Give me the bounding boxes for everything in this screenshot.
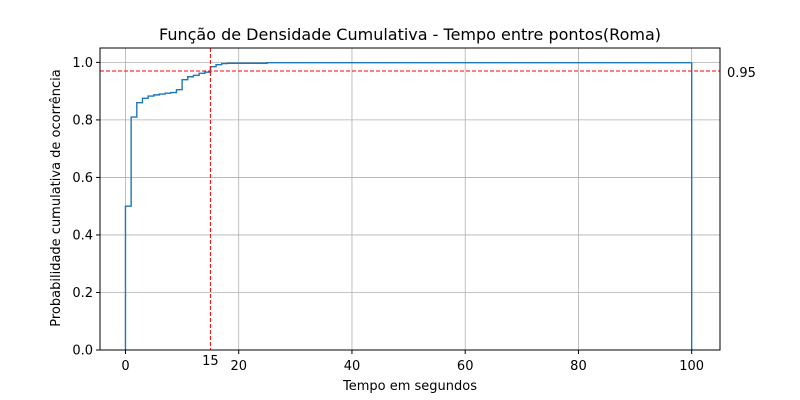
y-tick-label: 0.8 bbox=[72, 113, 93, 128]
y-tick-label: 0.4 bbox=[72, 228, 93, 243]
x-axis-label: Tempo em segundos bbox=[342, 379, 477, 394]
x-tick-label: 60 bbox=[457, 359, 474, 374]
x-tick-label: 0 bbox=[121, 359, 129, 374]
y-tick-label: 1.0 bbox=[72, 56, 93, 71]
y-axis-ticks: 0.0 0.2 0.4 0.6 0.8 1.0 bbox=[72, 56, 100, 359]
y-axis-label: Probabilidade cumulativa de ocorrência bbox=[49, 69, 64, 326]
threshold-label-vertical: 15 bbox=[202, 354, 219, 369]
x-tick-label: 80 bbox=[570, 359, 587, 374]
x-axis-ticks: 0 20 40 60 80 100 bbox=[121, 350, 704, 374]
threshold-label-horizontal: 0.95 bbox=[727, 66, 756, 81]
y-tick-label: 0.0 bbox=[72, 344, 93, 359]
x-tick-label: 20 bbox=[230, 359, 247, 374]
y-tick-label: 0.6 bbox=[72, 171, 93, 186]
cdf-step-line bbox=[124, 61, 693, 350]
reference-lines: 0.95 15 bbox=[100, 48, 756, 369]
x-tick-label: 40 bbox=[344, 359, 361, 374]
chart-title: Função de Densidade Cumulativa - Tempo e… bbox=[159, 25, 661, 44]
y-tick-label: 0.2 bbox=[72, 286, 93, 301]
plot-frame bbox=[99, 47, 721, 351]
series-group bbox=[124, 61, 693, 350]
x-tick-label: 100 bbox=[679, 359, 704, 374]
